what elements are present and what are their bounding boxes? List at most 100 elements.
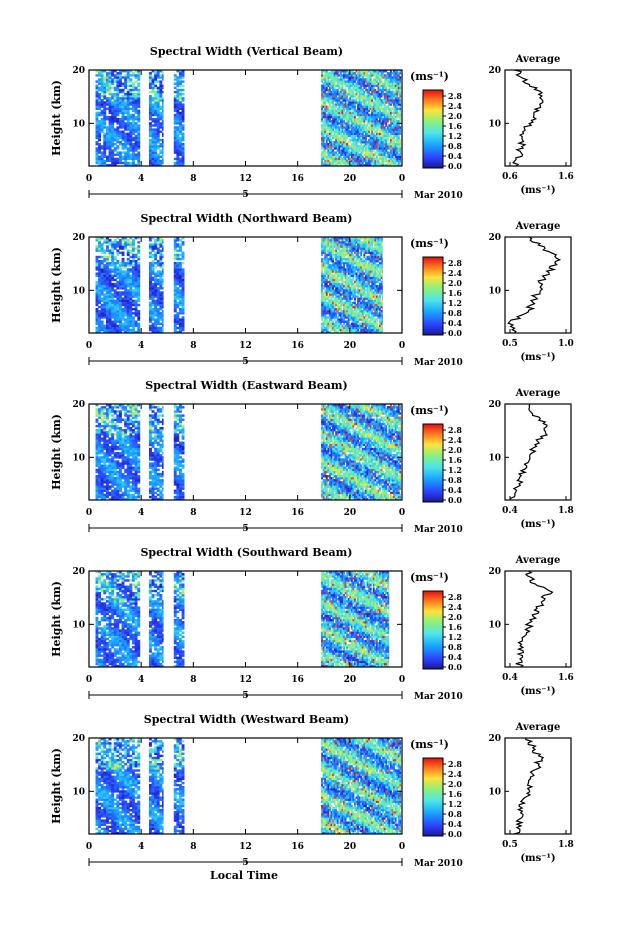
heatmap-cell xyxy=(366,78,369,81)
heatmap-cell xyxy=(324,312,327,315)
heatmap-cell xyxy=(393,151,395,154)
heatmap-cell xyxy=(386,155,389,158)
heatmap-cell xyxy=(149,122,152,125)
heatmap-cell xyxy=(399,132,401,135)
heatmap-cell xyxy=(124,107,128,110)
heatmap-cell xyxy=(159,70,163,73)
heatmap-cell xyxy=(321,105,323,108)
heatmap-cell xyxy=(368,155,370,158)
heatmap-cell xyxy=(380,157,383,161)
heatmap-cell xyxy=(124,122,128,125)
heatmap-cell xyxy=(129,249,133,252)
heatmap-cell xyxy=(95,303,99,307)
heatmap-cell xyxy=(103,82,107,85)
heatmap-cell xyxy=(371,111,374,115)
heatmap-cell xyxy=(324,251,327,254)
heatmap-cell xyxy=(375,136,378,140)
heatmap-cell xyxy=(159,282,163,286)
heatmap-cell xyxy=(324,320,327,323)
heatmap-cell xyxy=(149,111,152,115)
heatmap-cell xyxy=(100,326,104,330)
heatmap-cell xyxy=(332,124,334,127)
heatmap-cell xyxy=(154,330,158,334)
heatmap-cell xyxy=(375,132,378,135)
heatmap-cell xyxy=(383,118,386,121)
heatmap-cell xyxy=(151,276,155,280)
heatmap-cell xyxy=(349,295,352,298)
heatmap-cell xyxy=(333,134,336,138)
heatmap-cell xyxy=(95,153,99,156)
heatmap-cell xyxy=(98,157,101,161)
heatmap-cell xyxy=(176,101,180,104)
heatmap-cell xyxy=(103,90,107,94)
heatmap-cell xyxy=(327,310,330,313)
heatmap-cell xyxy=(368,115,370,119)
heatmap-cell xyxy=(176,88,180,92)
heatmap-cell xyxy=(394,124,397,127)
heatmap-cell xyxy=(322,132,325,135)
heatmap-cell xyxy=(322,163,325,167)
heatmap-cell xyxy=(394,78,397,81)
heatmap-cell xyxy=(173,90,177,94)
heatmap-cell xyxy=(121,322,125,325)
heatmap-cell xyxy=(95,111,99,115)
heatmap-cell xyxy=(179,289,182,292)
heatmap-cell xyxy=(181,136,185,140)
heatmap-cell xyxy=(321,147,323,150)
heatmap-cell xyxy=(121,138,125,142)
heatmap-cell xyxy=(108,253,112,257)
heatmap-cell xyxy=(327,97,330,100)
heatmap-cell xyxy=(375,95,378,98)
heatmap-cell xyxy=(379,134,381,138)
heatmap-cell xyxy=(344,126,347,129)
heatmap-cell xyxy=(154,257,158,261)
heatmap-cell xyxy=(100,282,104,286)
heatmap-cell xyxy=(156,249,160,252)
heatmap-cell xyxy=(382,155,385,158)
heatmap-cell xyxy=(377,109,380,113)
heatmap-cell xyxy=(338,130,341,133)
heatmap-cell xyxy=(103,115,107,119)
heatmap-cell xyxy=(344,260,347,263)
heatmap-cell xyxy=(179,120,182,123)
heatmap-cell xyxy=(333,111,336,115)
heatmap-cell xyxy=(173,134,177,138)
heatmap-cell xyxy=(181,280,185,284)
heatmap-cell xyxy=(179,111,182,115)
heatmap-cell xyxy=(129,293,133,296)
heatmap-cell xyxy=(393,138,395,142)
heatmap-cell xyxy=(176,105,180,108)
colorbar-tick-label: 0.4 xyxy=(448,151,462,161)
heatmap-cell xyxy=(357,72,359,75)
heatmap-cell xyxy=(329,330,331,334)
heatmap-cell xyxy=(357,124,359,127)
heatmap-cell xyxy=(383,115,386,119)
heatmap-cell xyxy=(343,103,345,106)
heatmap-cell xyxy=(344,124,347,127)
heatmap-cell xyxy=(357,109,359,113)
heatmap-cell xyxy=(377,124,380,127)
heatmap-cell xyxy=(108,107,112,110)
heatmap-cell xyxy=(156,291,160,294)
heatmap-cell xyxy=(355,82,358,85)
heatmap-cell xyxy=(173,241,177,244)
heatmap-cell xyxy=(137,330,141,334)
heatmap-cell xyxy=(386,74,389,77)
heatmap-cell xyxy=(341,107,344,110)
heatmap-cell xyxy=(98,272,101,275)
heatmap-cell xyxy=(327,107,330,110)
heatmap-cell xyxy=(179,90,182,94)
heatmap-cell xyxy=(361,136,364,140)
heatmap-cell xyxy=(325,330,328,334)
heatmap-cell xyxy=(134,308,138,311)
heatmap-cell xyxy=(330,124,333,127)
heatmap-cell xyxy=(116,274,120,277)
heatmap-cell xyxy=(349,305,352,309)
heatmap-cell xyxy=(347,157,350,161)
heatmap-cell xyxy=(113,316,117,319)
heatmap-cell xyxy=(352,136,355,140)
heatmap-cell xyxy=(95,151,99,154)
heatmap-cell xyxy=(98,320,101,323)
heatmap-cell xyxy=(375,78,378,81)
heatmap-cell xyxy=(390,130,392,133)
